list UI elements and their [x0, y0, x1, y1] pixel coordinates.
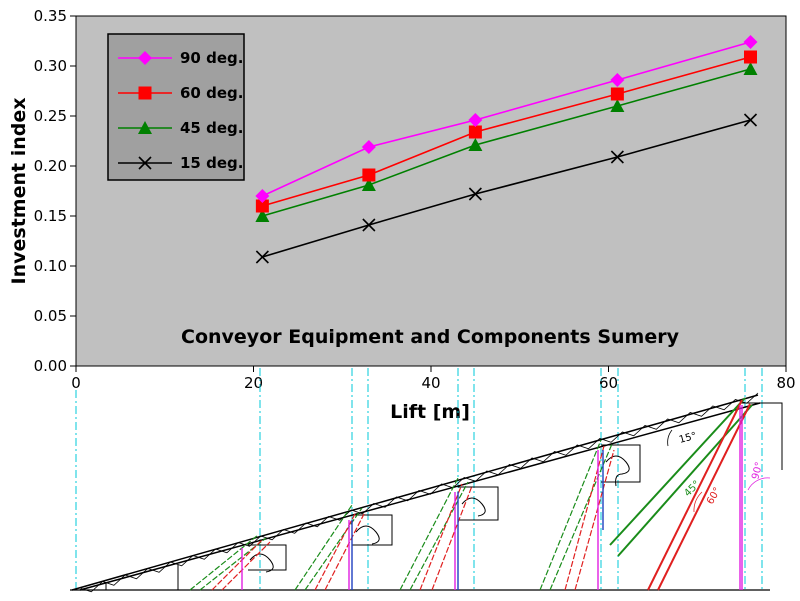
data-point — [362, 168, 376, 182]
data-point — [361, 178, 376, 191]
truss-15 — [71, 392, 761, 593]
angle-label-45: 45° — [682, 479, 702, 499]
y-tick-label: 0.35 — [34, 7, 67, 25]
x-tick-label: 40 — [421, 374, 440, 392]
data-point — [362, 218, 376, 232]
x-tick-label: 0 — [71, 374, 81, 392]
data-point — [255, 209, 270, 222]
legend-label: 60 deg. — [180, 84, 243, 102]
legend-marker — [138, 156, 152, 170]
angle-label-15: 15° — [678, 431, 698, 446]
x-axis-label: Lift [m] — [390, 401, 470, 423]
platforms — [105, 402, 783, 590]
legend-marker — [138, 86, 152, 100]
chart-title: Conveyor Equipment and Components Sumery — [181, 326, 680, 348]
y-tick-label: 0.30 — [34, 57, 67, 75]
data-point — [468, 113, 483, 127]
data-point — [255, 189, 270, 203]
legend-label: 90 deg. — [180, 49, 243, 67]
series-layer — [255, 35, 758, 264]
data-point — [468, 125, 482, 139]
data-point — [610, 87, 624, 101]
legend-label: 15 deg. — [180, 154, 243, 172]
data-point — [610, 150, 624, 164]
y-tick-label: 0.20 — [34, 157, 67, 175]
branches-45 — [189, 397, 753, 591]
data-point — [468, 187, 482, 201]
data-point — [743, 113, 758, 127]
data-point — [744, 50, 757, 64]
x-tick-label: 80 — [776, 374, 795, 392]
y-tick-label: 0.05 — [34, 307, 67, 325]
data-point — [610, 73, 625, 87]
data-point — [255, 199, 269, 213]
data-point — [468, 138, 483, 151]
data-point — [743, 62, 758, 75]
y-tick-label: 0.10 — [34, 257, 67, 275]
branches-90 — [241, 405, 743, 590]
legend-label: 45 deg. — [180, 119, 243, 137]
reference-lines — [75, 368, 763, 592]
y-tick-label: 0.00 — [34, 357, 67, 375]
y-axis-label: Investment index — [8, 98, 30, 285]
y-tick-label: 0.25 — [34, 107, 67, 125]
x-tick-label: 60 — [599, 374, 618, 392]
data-point — [610, 99, 625, 112]
data-point — [255, 250, 269, 264]
x-tick-label: 20 — [244, 374, 263, 392]
legend-marker — [138, 51, 152, 65]
data-point — [743, 35, 758, 49]
legend-marker — [138, 121, 152, 134]
vertical-supports — [351, 450, 604, 590]
data-point — [361, 140, 376, 154]
legend: 90 deg. 60 deg. 45 deg. 15 deg. — [107, 33, 245, 181]
angle-label-90: 90° — [750, 461, 765, 481]
y-tick-label: 0.15 — [34, 207, 67, 225]
axis-ticks: 0 20 40 60 80 0.00 0.05 0.10 0.15 0.20 0.25 0.30 0.3… — [34, 7, 796, 392]
